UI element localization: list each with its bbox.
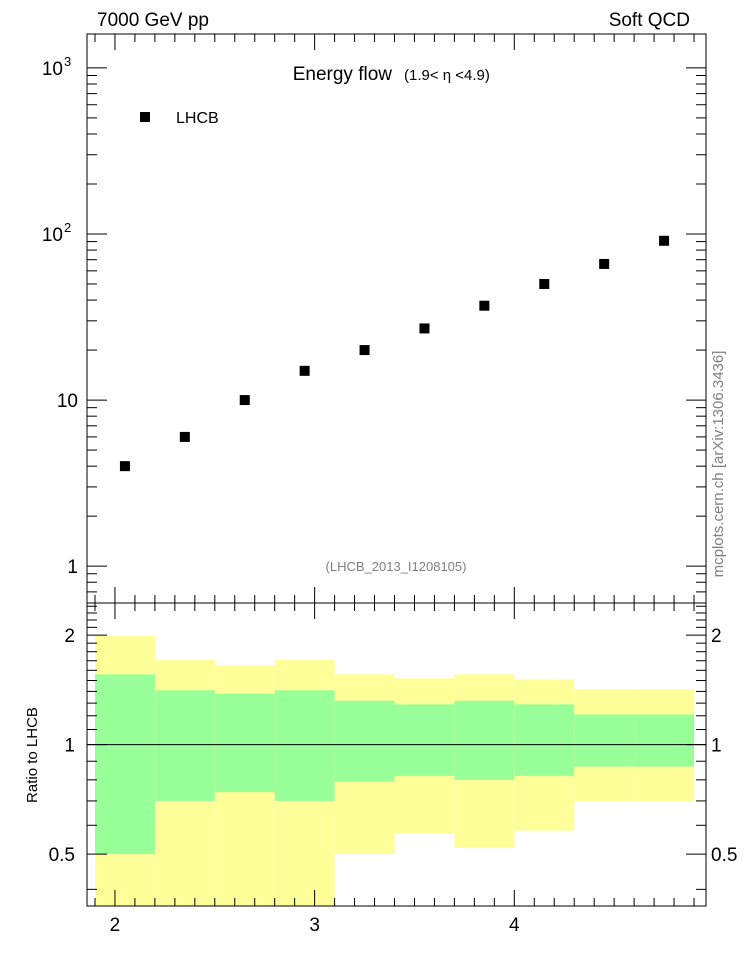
chart-title-cut: (1.9< η <4.9) — [404, 67, 490, 84]
main-axis-ticks — [87, 34, 706, 604]
inner-band — [634, 714, 695, 767]
legend-label-lhcb: LHCB — [176, 110, 219, 127]
ratio-y-tick-label-right: 0.5 — [711, 845, 737, 866]
ratio-axis-ticks — [87, 603, 706, 906]
ratio-frame — [86, 602, 707, 907]
inner-band — [394, 704, 455, 776]
analysis-id: (LHCB_2013_I1208105) — [326, 559, 467, 574]
ratio-bands — [94, 635, 695, 906]
x-tick-label: 4 — [509, 915, 520, 936]
data-point — [359, 345, 370, 356]
ratio-y-tick-label-right: 2 — [711, 626, 722, 647]
ratio-panel: 0.5 0.5 1 1 2 2 2 3 4 Ratio to LHCB — [24, 602, 738, 936]
inner-band — [214, 693, 275, 793]
inner-band — [154, 690, 215, 801]
ratio-y-axis-label: Ratio to LHCB — [24, 707, 41, 803]
data-point — [539, 278, 550, 289]
main-y-tick-exponent: 2 — [64, 220, 71, 235]
inner-band — [334, 700, 395, 782]
energy-label: 7000 GeV pp — [97, 10, 209, 31]
data-point — [419, 323, 430, 334]
inner-band — [574, 714, 635, 767]
ratio-tick-labels: 0.5 0.5 1 1 2 2 2 3 4 — [49, 626, 738, 936]
ratio-y-tick-label: 2 — [64, 626, 75, 647]
data-point — [299, 365, 310, 376]
ratio-y-tick-label: 1 — [64, 736, 75, 757]
main-y-tick-label: 10 — [42, 59, 63, 80]
chart-title: Energy flow — [293, 64, 393, 85]
process-label: Soft QCD — [609, 10, 690, 31]
data-point — [239, 395, 250, 406]
data-point — [659, 235, 670, 246]
data-point — [119, 461, 130, 472]
lhcb-data-points — [119, 235, 670, 472]
main-y-tick-label: 10 — [57, 391, 78, 412]
inner-band — [274, 690, 335, 801]
data-point — [179, 431, 190, 442]
ratio-y-tick-label-right: 1 — [711, 736, 722, 757]
inner-band — [454, 700, 515, 780]
main-y-tick-label: 1 — [67, 557, 78, 578]
x-tick-label: 3 — [309, 915, 320, 936]
data-point — [599, 258, 610, 269]
x-tick-label: 2 — [110, 915, 121, 936]
main-y-tick-label: 10 — [42, 225, 63, 246]
inner-band — [514, 704, 575, 776]
data-point — [479, 300, 490, 311]
ratio-y-tick-label: 0.5 — [49, 845, 75, 866]
mcplots-reference: mcplots.cern.ch [arXiv:1306.3436] — [710, 351, 727, 578]
main-y-tick-exponent: 3 — [64, 54, 71, 69]
inner-band — [94, 674, 155, 855]
legend-marker-lhcb — [140, 112, 150, 122]
